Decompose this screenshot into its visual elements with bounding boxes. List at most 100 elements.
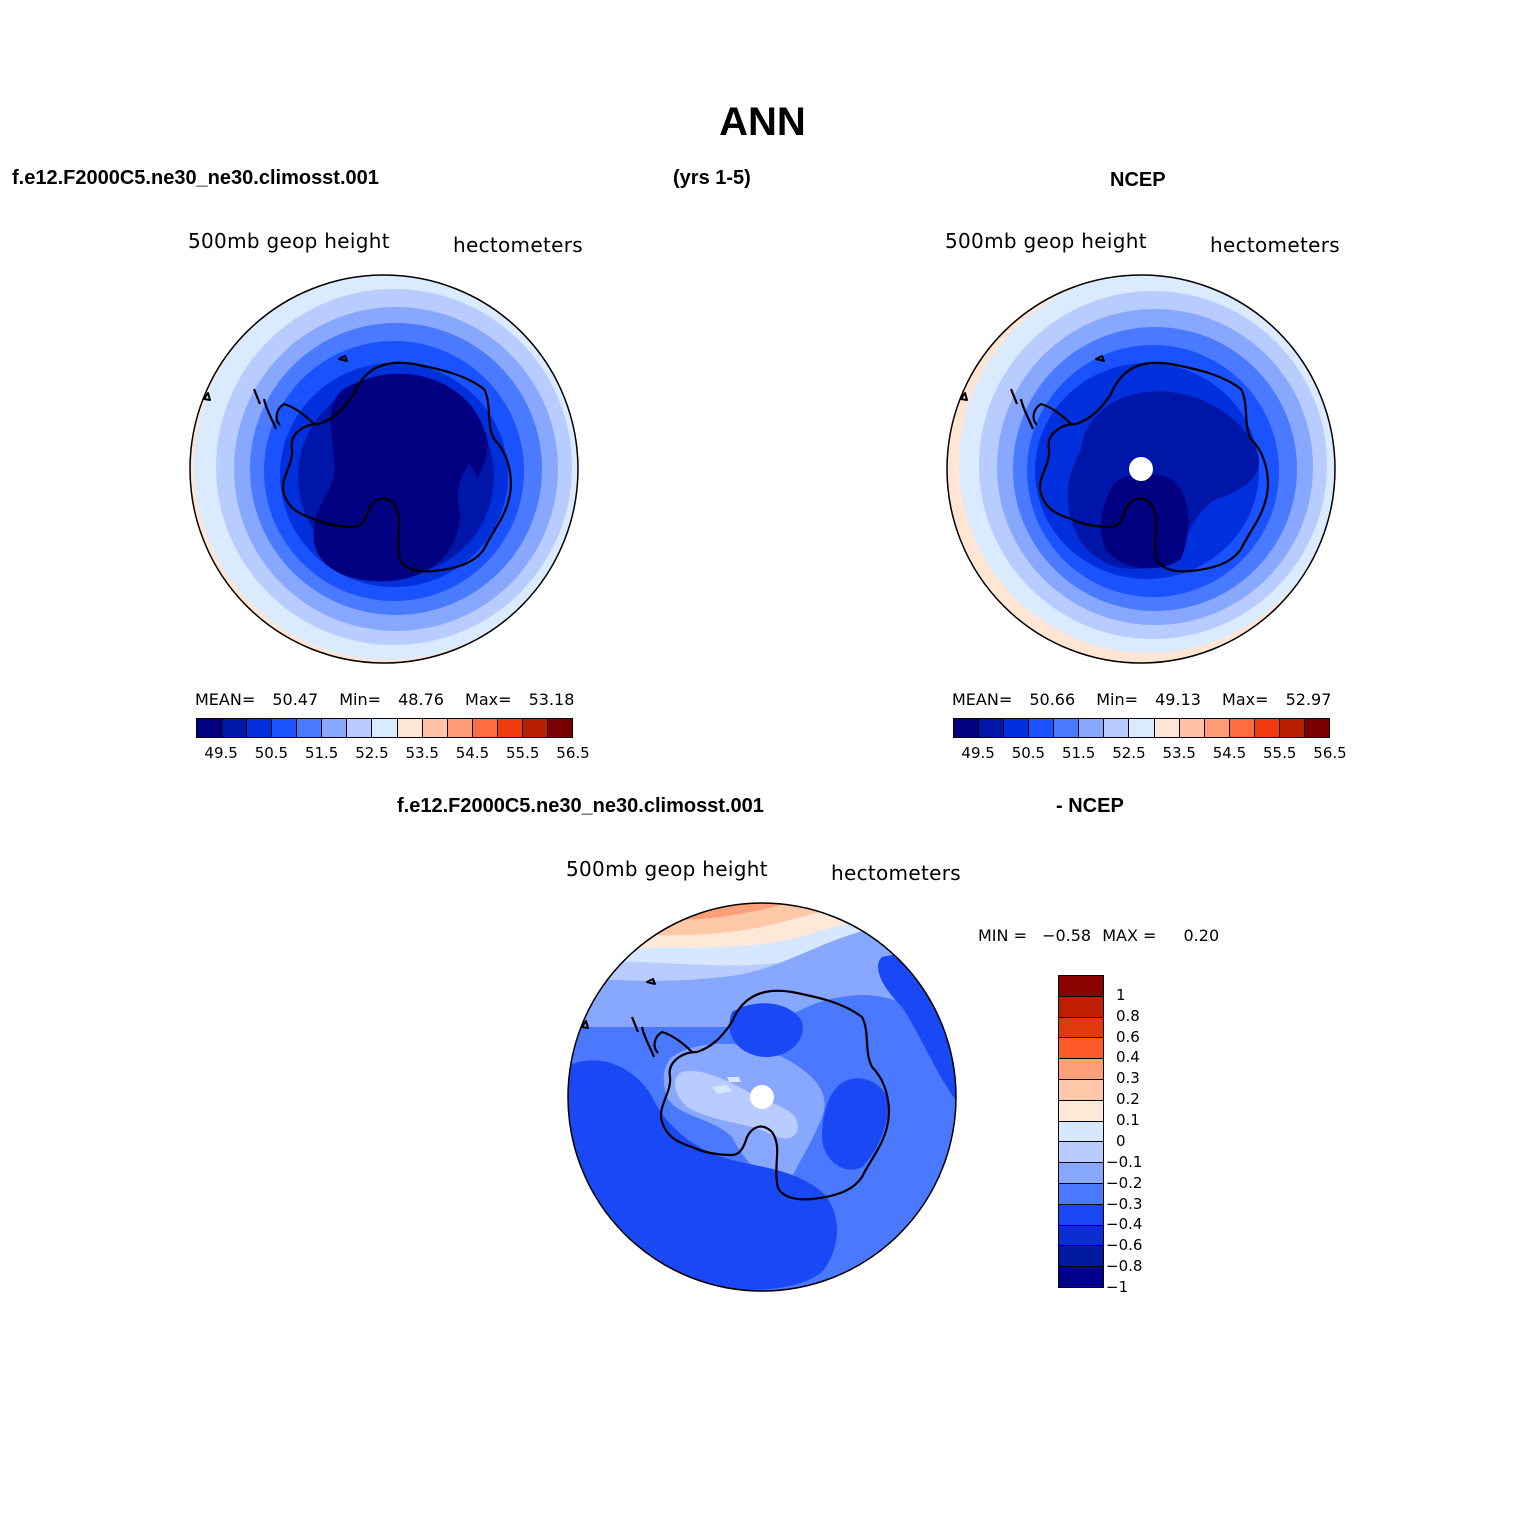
colorbar-swatch bbox=[521, 719, 547, 737]
colorbar-tick-label: 56.5 bbox=[556, 744, 590, 762]
model-var-label: 500mb geop height bbox=[188, 229, 390, 253]
model-colorbar: 49.5 50.5 51.5 52.5 53.5 54.5 55.5 56.5 bbox=[196, 718, 590, 762]
ncep-stats: MEAN= 50.66 Min= 49.13 Max= 52.97 bbox=[952, 690, 1331, 709]
colorbar-tick-label: 52.5 bbox=[355, 744, 389, 762]
model-units-label: hectometers bbox=[453, 233, 583, 257]
model-min-label: Min= bbox=[339, 690, 382, 709]
diff-colorbar-tick-label: −0.1 bbox=[1106, 1152, 1143, 1171]
colorbar-swatch bbox=[371, 719, 397, 737]
colorbar-swatch bbox=[954, 719, 979, 737]
diff-map-border bbox=[567, 902, 957, 1292]
diff-colorbar-swatch bbox=[1059, 1224, 1103, 1246]
diff-colorbar-tick-label: 0.2 bbox=[1116, 1090, 1140, 1109]
model-max-label: Max= bbox=[465, 690, 512, 709]
ncep-min-label: Min= bbox=[1096, 690, 1139, 709]
diff-max-value: 0.20 bbox=[1183, 926, 1220, 945]
ncep-colorbar: 49.5 50.5 51.5 52.5 53.5 54.5 55.5 56.5 bbox=[953, 718, 1347, 762]
header-ncep: NCEP bbox=[1110, 169, 1166, 191]
colorbar-swatch bbox=[1078, 719, 1104, 737]
diff-colorbar-swatch bbox=[1059, 1016, 1103, 1038]
colorbar-swatch bbox=[1228, 719, 1254, 737]
diff-colorbar-tick-label: 0.6 bbox=[1116, 1027, 1140, 1046]
diff-colorbar-swatch bbox=[1059, 976, 1103, 996]
diff-colorbar-swatch bbox=[1059, 995, 1103, 1017]
colorbar-swatch bbox=[446, 719, 472, 737]
header-years: (yrs 1-5) bbox=[673, 167, 751, 189]
colorbar-swatch bbox=[978, 719, 1004, 737]
model-map-border bbox=[189, 274, 579, 664]
colorbar-tick-label: 53.5 bbox=[1162, 744, 1196, 762]
model-mean-label: MEAN= bbox=[195, 690, 256, 709]
diff-colorbar-swatches bbox=[1058, 975, 1104, 1288]
model-mean-value: 50.47 bbox=[272, 690, 319, 709]
model-antarctica-coastline bbox=[203, 355, 512, 573]
diff-units-label: hectometers bbox=[831, 861, 961, 885]
colorbar-swatch bbox=[1103, 719, 1129, 737]
colorbar-swatch bbox=[271, 719, 297, 737]
colorbar-swatch bbox=[1028, 719, 1054, 737]
diff-colorbar-swatch bbox=[1059, 1245, 1103, 1267]
colorbar-swatch bbox=[496, 719, 522, 737]
colorbar-swatch bbox=[1203, 719, 1229, 737]
diff-polar-map bbox=[567, 902, 957, 1292]
diff-colorbar-swatch bbox=[1059, 1182, 1103, 1204]
diff-colorbar-tick-label: −0.3 bbox=[1106, 1194, 1143, 1213]
ncep-mean-label: MEAN= bbox=[952, 690, 1013, 709]
colorbar-tick-label: 52.5 bbox=[1112, 744, 1146, 762]
ncep-map-border bbox=[946, 274, 1336, 664]
colorbar-swatch bbox=[197, 719, 222, 737]
diff-colorbar-swatch bbox=[1059, 1037, 1103, 1059]
colorbar-tick-label: 49.5 bbox=[204, 744, 238, 762]
colorbar-tick-label: 49.5 bbox=[961, 744, 995, 762]
colorbar-swatch bbox=[1178, 719, 1204, 737]
colorbar-swatch bbox=[1053, 719, 1079, 737]
colorbar-swatch bbox=[346, 719, 372, 737]
header-left-case: f.e12.F2000C5.ne30_ne30.climosst.001 bbox=[12, 167, 379, 189]
diff-colorbar-tick-label: 0.1 bbox=[1116, 1111, 1140, 1130]
ncep-contour-field bbox=[947, 275, 1335, 663]
ncep-max-value: 52.97 bbox=[1285, 690, 1332, 709]
diff-colorbar-swatch bbox=[1059, 1120, 1103, 1142]
diff-colorbar-tick-label: −0.6 bbox=[1106, 1236, 1143, 1255]
ncep-var-label: 500mb geop height bbox=[945, 229, 1147, 253]
diff-colorbar-swatch bbox=[1059, 1078, 1103, 1100]
diff-colorbar-tick-label: 0.8 bbox=[1116, 1006, 1140, 1025]
diff-colorbar-tick-label: 0 bbox=[1116, 1131, 1126, 1150]
diff-colorbar-tick-label: −0.8 bbox=[1106, 1257, 1143, 1276]
diff-colorbar-swatch bbox=[1059, 1058, 1103, 1079]
diff-header-case: f.e12.F2000C5.ne30_ne30.climosst.001 bbox=[397, 795, 764, 817]
colorbar-swatch bbox=[1303, 719, 1329, 737]
colorbar-swatch bbox=[546, 719, 572, 737]
model-colorbar-labels: 49.5 50.5 51.5 52.5 53.5 54.5 55.5 56.5 bbox=[196, 738, 589, 762]
diff-stats: MIN = −0.58 MAX = 0.20 bbox=[978, 926, 1219, 945]
ncep-antarctica-coastline bbox=[960, 355, 1269, 573]
ncep-polar-map bbox=[946, 274, 1336, 664]
colorbar-swatch bbox=[471, 719, 497, 737]
model-min-value: 48.76 bbox=[398, 690, 444, 709]
diff-pole-hole bbox=[750, 1085, 774, 1109]
colorbar-tick-label: 51.5 bbox=[304, 744, 339, 762]
diff-colorbar-swatch bbox=[1059, 1203, 1103, 1225]
diff-var-label: 500mb geop height bbox=[566, 857, 768, 881]
colorbar-swatch bbox=[1153, 719, 1179, 737]
diff-min-value: −0.58 bbox=[1042, 926, 1092, 945]
colorbar-swatch bbox=[221, 719, 247, 737]
ncep-min-value: 49.13 bbox=[1155, 690, 1201, 709]
colorbar-swatch bbox=[321, 719, 347, 737]
colorbar-tick-label: 54.5 bbox=[1212, 744, 1247, 762]
ncep-units-label: hectometers bbox=[1210, 233, 1340, 257]
colorbar-tick-label: 55.5 bbox=[506, 744, 540, 762]
diff-colorbar-tick-label: 0.4 bbox=[1116, 1048, 1140, 1067]
ncep-pole-hole bbox=[1129, 457, 1153, 481]
diff-colorbar-swatch bbox=[1059, 1099, 1103, 1121]
colorbar-tick-label: 51.5 bbox=[1061, 744, 1096, 762]
model-polar-map bbox=[189, 274, 579, 664]
diff-colorbar-tick-label: 0.3 bbox=[1116, 1069, 1140, 1088]
diff-colorbar-tick-label: −1 bbox=[1106, 1278, 1129, 1296]
colorbar-tick-label: 50.5 bbox=[1011, 744, 1046, 762]
ncep-colorbar-swatches bbox=[953, 718, 1330, 738]
model-contour-field bbox=[190, 275, 578, 663]
colorbar-swatch bbox=[1278, 719, 1304, 737]
diff-header-ncep: - NCEP bbox=[1056, 795, 1124, 817]
diff-colorbar-swatch bbox=[1059, 1162, 1103, 1183]
